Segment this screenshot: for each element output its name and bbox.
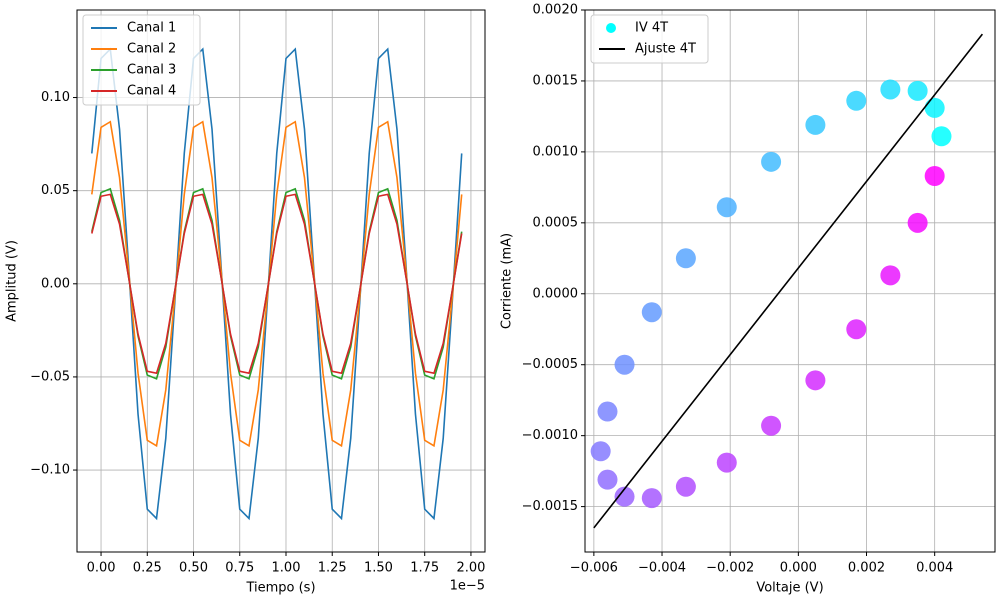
legend-label: Canal 3: [127, 63, 176, 78]
scatter-point: [614, 354, 635, 375]
y-tick-label: −0.0015: [522, 499, 578, 514]
scatter-point: [590, 441, 611, 462]
scatter-point: [924, 97, 945, 118]
scatter-point: [907, 80, 928, 101]
legend-label: Canal 4: [127, 84, 176, 99]
x-tick-label: 0.000: [780, 561, 817, 576]
legend-marker: [606, 23, 616, 33]
scatter-point: [597, 401, 618, 422]
x-tick-label: 1.00: [272, 561, 301, 576]
y-tick-label: −0.05: [30, 369, 70, 384]
x-tick-label: 0.002: [848, 561, 885, 576]
legend-label: Canal 2: [127, 42, 176, 57]
scatter-point: [716, 452, 737, 473]
scatter-point: [931, 126, 952, 147]
scatter-point: [924, 166, 945, 187]
axes-frame: [584, 9, 996, 553]
scatter-point: [641, 302, 662, 323]
axes-frame: [76, 9, 486, 553]
line: [90, 47, 463, 521]
fit-line: [593, 33, 984, 529]
line: [91, 120, 463, 448]
x-tick-label: 0.00: [87, 561, 116, 576]
legend-box: [82, 14, 201, 106]
y-axis-label: Amplitud (V): [5, 240, 20, 322]
scatter-point: [805, 370, 826, 391]
x-axis-label: Tiempo (s): [245, 581, 315, 596]
y-tick-label: 0.10: [41, 90, 70, 105]
scatter-point: [907, 212, 928, 233]
legend-label: IV 4T: [635, 21, 668, 36]
x-tick-label: 1.75: [410, 561, 439, 576]
x-tick-label: 0.75: [225, 561, 254, 576]
scatter-point: [805, 114, 826, 135]
x-offset-label: 1e−5: [450, 579, 485, 594]
x-tick-label: 0.50: [179, 561, 208, 576]
x-tick-label: −0.006: [570, 561, 618, 576]
y-tick-label: −0.0005: [522, 357, 578, 372]
legend-label: Canal 1: [127, 21, 176, 36]
x-tick-label: 0.25: [133, 561, 162, 576]
scatter-point: [846, 319, 867, 340]
scatter-point: [761, 151, 782, 172]
scatter-point: [641, 488, 662, 509]
scatter-point: [597, 469, 618, 490]
y-tick-label: −0.0010: [522, 428, 578, 443]
x-tick-label: −0.002: [706, 561, 754, 576]
legend-label: Ajuste 4T: [635, 42, 696, 57]
y-axis-label: Corriente (mA): [500, 233, 515, 329]
scatter-point: [880, 79, 901, 100]
scatter-point: [675, 248, 696, 269]
scatter-point: [846, 90, 867, 111]
y-tick-label: 0.0020: [533, 3, 579, 18]
y-tick-label: 0.05: [41, 183, 70, 198]
scatter-point: [614, 486, 635, 507]
y-tick-label: 0.00: [41, 276, 70, 291]
x-tick-label: 1.25: [318, 561, 347, 576]
scatter-point: [880, 265, 901, 286]
plot-area: [90, 47, 463, 521]
x-tick-label: 0.004: [916, 561, 953, 576]
y-tick-label: 0.0010: [533, 144, 579, 159]
scatter-point: [716, 197, 737, 218]
x-tick-label: −0.004: [638, 561, 686, 576]
legend-box: [590, 14, 709, 64]
y-tick-label: 0.0000: [533, 286, 579, 301]
x-tick-label: 2.00: [456, 561, 485, 576]
x-tick-label: 1.50: [364, 561, 393, 576]
plot-area: [590, 33, 984, 529]
x-axis-label: Voltaje (V): [756, 581, 823, 596]
y-tick-label: 0.0015: [533, 73, 579, 88]
line: [91, 193, 463, 375]
y-tick-label: 0.0005: [533, 215, 579, 230]
scatter-point: [675, 476, 696, 497]
y-tick-label: −0.10: [30, 463, 70, 478]
scatter-point: [761, 415, 782, 436]
